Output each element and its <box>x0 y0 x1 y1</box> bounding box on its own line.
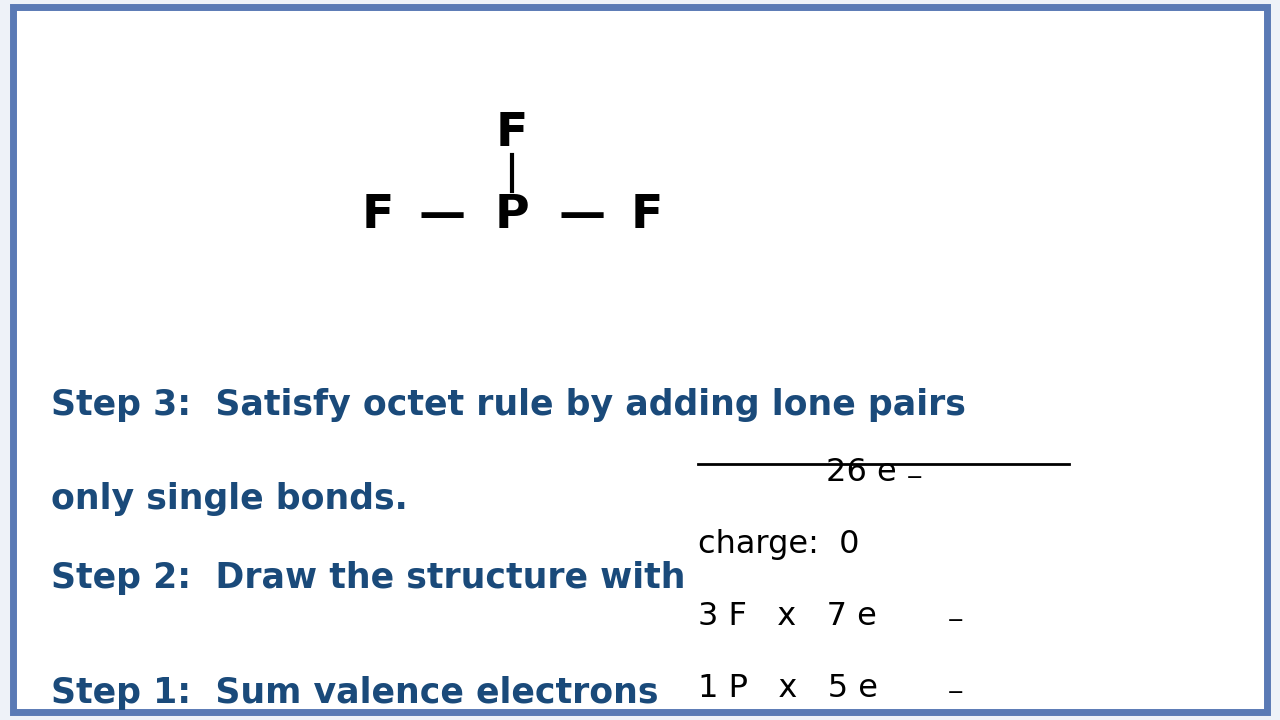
Text: 26 e: 26 e <box>826 456 896 487</box>
Text: F: F <box>495 111 529 156</box>
Text: Step 3:  Satisfy octet rule by adding lone pairs: Step 3: Satisfy octet rule by adding lon… <box>51 388 966 423</box>
Text: F: F <box>361 193 394 238</box>
FancyBboxPatch shape <box>13 7 1267 712</box>
Text: Step 1:  Sum valence electrons: Step 1: Sum valence electrons <box>51 676 659 710</box>
Text: −: − <box>947 683 965 703</box>
Text: F: F <box>630 193 663 238</box>
Text: −: − <box>906 467 924 487</box>
Text: —: — <box>559 193 605 238</box>
Text: 3 F   x   7 e: 3 F x 7 e <box>698 600 877 631</box>
Text: −: − <box>947 611 965 631</box>
Text: charge:  0: charge: 0 <box>698 528 859 559</box>
Text: P: P <box>494 193 530 238</box>
Text: Step 2:  Draw the structure with: Step 2: Draw the structure with <box>51 561 686 595</box>
Text: —: — <box>419 193 465 238</box>
Text: only single bonds.: only single bonds. <box>51 482 408 516</box>
Text: 1 P   x   5 e: 1 P x 5 e <box>698 672 878 703</box>
